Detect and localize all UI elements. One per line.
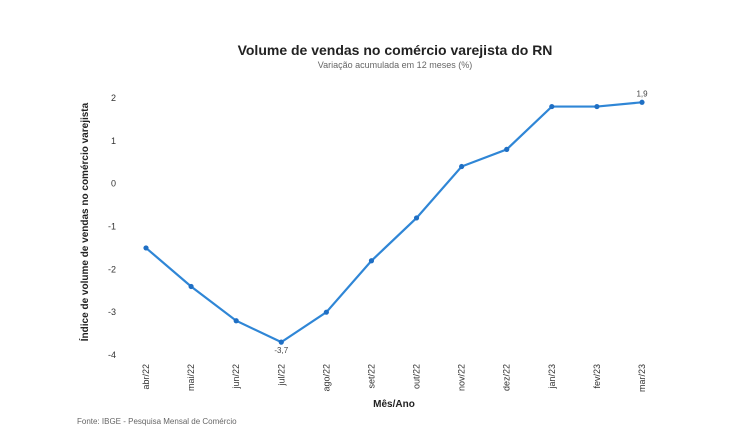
x-axis-label: Mês/Ano xyxy=(373,399,415,410)
data-point xyxy=(459,163,465,170)
y-tick-label: -2 xyxy=(108,264,116,274)
y-tick-label: 2 xyxy=(111,93,116,103)
data-point xyxy=(143,245,149,251)
x-tick-label: abr/22 xyxy=(141,364,151,390)
data-point xyxy=(639,99,645,105)
data-point xyxy=(504,146,510,152)
x-tick-label: nov/22 xyxy=(457,364,467,391)
x-tick-label: jun/22 xyxy=(231,364,241,390)
data-point xyxy=(323,309,329,315)
x-tick-label: mai/22 xyxy=(186,364,196,391)
data-point xyxy=(413,215,420,221)
data-point xyxy=(549,103,555,110)
y-tick-label: 1 xyxy=(111,136,116,146)
y-tick-label: 0 xyxy=(111,179,116,189)
y-tick-label: -3 xyxy=(108,307,116,317)
data-point xyxy=(188,283,194,290)
x-tick-label: jan/23 xyxy=(547,364,557,390)
series-line xyxy=(145,101,643,344)
x-tick-label: mar/23 xyxy=(637,364,647,392)
chart-subtitle: Variação acumulada em 12 meses (%) xyxy=(318,60,472,70)
data-point xyxy=(368,258,375,264)
x-tick-label: ago/22 xyxy=(321,364,331,392)
x-tick-label: dez/22 xyxy=(502,364,512,391)
y-axis-label: Índice de volume de vendas no comércio v… xyxy=(78,102,91,341)
x-tick-label: out/22 xyxy=(412,364,422,389)
data-label: 1,9 xyxy=(636,89,648,98)
x-tick-label: jul/22 xyxy=(276,364,286,387)
data-point xyxy=(278,339,284,345)
x-tick-label: set/22 xyxy=(366,364,376,389)
data-point xyxy=(594,103,600,110)
y-tick-label: -4 xyxy=(108,350,116,360)
y-tick-label: -1 xyxy=(108,222,116,232)
source-note: Fonte: IBGE - Pesquisa Mensal de Comérci… xyxy=(77,417,237,426)
data-point xyxy=(233,318,239,324)
data-label: -3,7 xyxy=(274,346,288,355)
x-tick-label: fev/23 xyxy=(592,364,602,389)
chart-title: Volume de vendas no comércio varejista d… xyxy=(238,42,553,58)
